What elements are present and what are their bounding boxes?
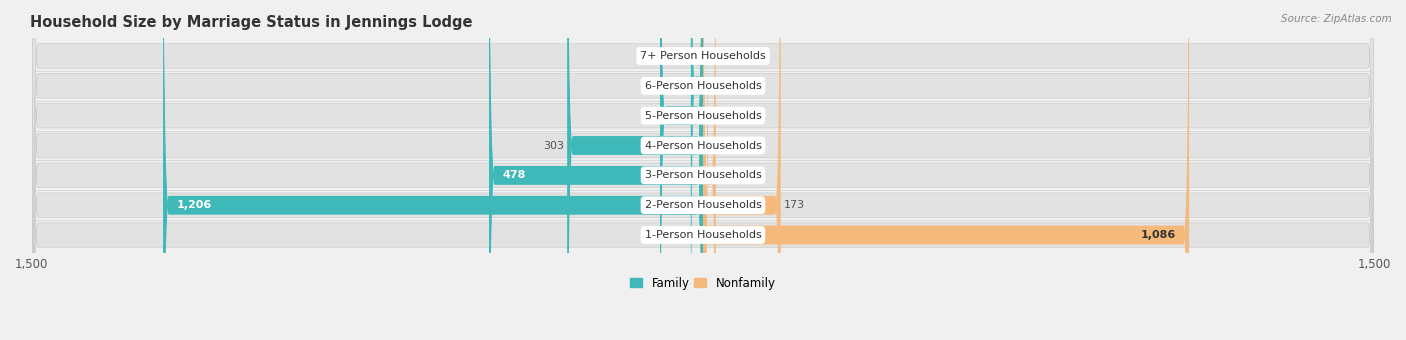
FancyBboxPatch shape bbox=[703, 0, 716, 340]
Legend: Family, Nonfamily: Family, Nonfamily bbox=[626, 272, 780, 294]
FancyBboxPatch shape bbox=[703, 0, 780, 340]
Text: Source: ZipAtlas.com: Source: ZipAtlas.com bbox=[1281, 14, 1392, 23]
Text: 1,086: 1,086 bbox=[1140, 230, 1175, 240]
Text: 0: 0 bbox=[692, 230, 699, 240]
FancyBboxPatch shape bbox=[163, 0, 703, 340]
FancyBboxPatch shape bbox=[32, 0, 1374, 340]
Text: 2-Person Households: 2-Person Households bbox=[644, 200, 762, 210]
Text: 6-Person Households: 6-Person Households bbox=[644, 81, 762, 91]
Text: 27: 27 bbox=[673, 81, 688, 91]
FancyBboxPatch shape bbox=[32, 0, 1374, 340]
Text: 173: 173 bbox=[785, 200, 806, 210]
FancyBboxPatch shape bbox=[703, 40, 709, 251]
FancyBboxPatch shape bbox=[32, 0, 1374, 340]
Text: 0: 0 bbox=[707, 51, 714, 61]
FancyBboxPatch shape bbox=[703, 0, 716, 340]
FancyBboxPatch shape bbox=[568, 0, 703, 340]
Text: 0: 0 bbox=[707, 81, 714, 91]
Text: 11: 11 bbox=[711, 140, 725, 151]
FancyBboxPatch shape bbox=[32, 0, 1374, 340]
Text: 3-Person Households: 3-Person Households bbox=[644, 170, 762, 180]
Text: 5: 5 bbox=[690, 51, 697, 61]
FancyBboxPatch shape bbox=[659, 0, 703, 340]
Text: 7+ Person Households: 7+ Person Households bbox=[640, 51, 766, 61]
FancyBboxPatch shape bbox=[32, 0, 1374, 340]
Text: 478: 478 bbox=[502, 170, 526, 180]
Text: 28: 28 bbox=[718, 170, 734, 180]
FancyBboxPatch shape bbox=[700, 5, 703, 106]
FancyBboxPatch shape bbox=[690, 0, 703, 340]
Text: 0: 0 bbox=[707, 111, 714, 121]
Text: 303: 303 bbox=[543, 140, 564, 151]
FancyBboxPatch shape bbox=[690, 0, 703, 340]
FancyBboxPatch shape bbox=[489, 0, 703, 340]
FancyBboxPatch shape bbox=[32, 0, 1374, 340]
Text: 1-Person Households: 1-Person Households bbox=[644, 230, 762, 240]
FancyBboxPatch shape bbox=[703, 0, 780, 340]
FancyBboxPatch shape bbox=[659, 0, 703, 340]
FancyBboxPatch shape bbox=[703, 0, 1189, 340]
FancyBboxPatch shape bbox=[163, 0, 703, 340]
FancyBboxPatch shape bbox=[703, 0, 1189, 340]
FancyBboxPatch shape bbox=[32, 0, 1374, 340]
Text: 4-Person Households: 4-Person Households bbox=[644, 140, 762, 151]
FancyBboxPatch shape bbox=[703, 23, 709, 268]
Text: 1,206: 1,206 bbox=[177, 200, 212, 210]
FancyBboxPatch shape bbox=[489, 0, 703, 340]
FancyBboxPatch shape bbox=[568, 0, 703, 340]
Text: Household Size by Marriage Status in Jennings Lodge: Household Size by Marriage Status in Jen… bbox=[31, 15, 472, 30]
Text: 96: 96 bbox=[643, 111, 657, 121]
Text: 5-Person Households: 5-Person Households bbox=[644, 111, 762, 121]
FancyBboxPatch shape bbox=[700, 13, 703, 99]
